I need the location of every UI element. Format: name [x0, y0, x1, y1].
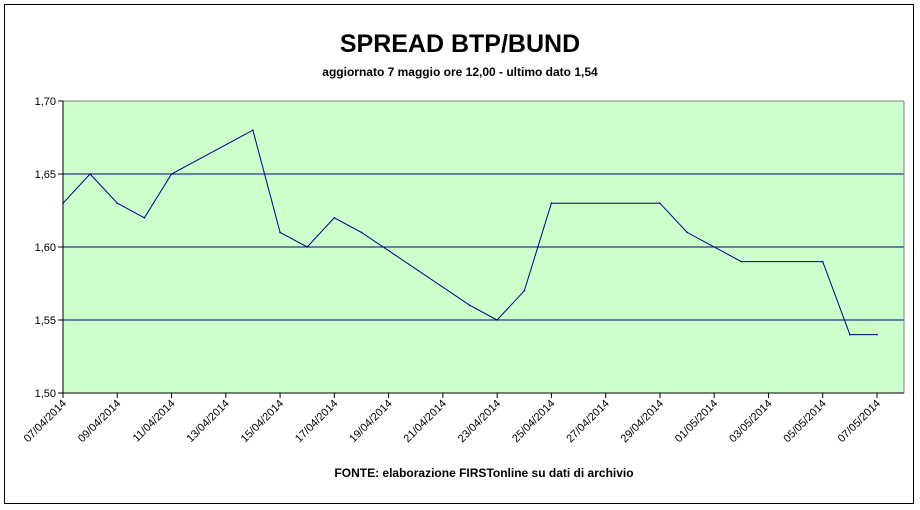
x-tick-label: 13/04/2014 — [185, 398, 232, 445]
data-point — [686, 231, 688, 234]
y-tick-label: 1,65 — [35, 169, 56, 181]
data-point — [876, 333, 878, 336]
data-point — [469, 304, 471, 307]
x-tick-label: 07/05/2014 — [836, 398, 883, 445]
x-tick-label: 15/04/2014 — [239, 398, 286, 445]
data-point — [659, 202, 661, 204]
data-point — [170, 173, 173, 175]
data-point — [252, 129, 254, 131]
x-tick-label: 23/04/2014 — [456, 398, 503, 445]
data-point — [306, 246, 309, 248]
series-line — [62, 129, 877, 336]
x-tick-label: 11/04/2014 — [131, 398, 178, 445]
x-tick-label: 01/05/2014 — [673, 398, 720, 445]
x-tick-label: 29/04/2014 — [619, 398, 666, 445]
x-tick-label: 21/04/2014 — [402, 398, 449, 445]
chart-subtitle: aggiornato 7 maggio ore 12,00 - ultimo d… — [322, 65, 598, 79]
chart-source-note: FONTE: elaborazione FIRSTonline su dati … — [334, 466, 634, 480]
data-point — [279, 231, 281, 234]
data-point — [821, 260, 824, 263]
y-tick-label: 1,70 — [35, 96, 56, 108]
data-point — [143, 217, 146, 219]
x-tick-label: 03/05/2014 — [727, 398, 774, 445]
data-point — [550, 202, 553, 204]
y-tick-label: 1,55 — [35, 315, 56, 327]
y-tick-label: 1,60 — [35, 242, 56, 254]
data-point — [523, 290, 526, 292]
data-point — [849, 333, 851, 336]
chart-title: SPREAD BTP/BUND — [339, 30, 581, 58]
x-tick-label: 27/04/2014 — [564, 398, 611, 445]
x-tick-label: 25/04/2014 — [510, 398, 557, 445]
data-point — [62, 202, 64, 204]
y-tick-label: 1,50 — [35, 388, 56, 400]
data-point — [116, 202, 119, 204]
x-tick-label: 05/05/2014 — [781, 398, 828, 445]
data-point — [333, 217, 336, 219]
data-point — [740, 260, 743, 263]
x-tick-label: 17/04/2014 — [293, 398, 340, 445]
data-point — [496, 319, 498, 321]
x-tick-label: 09/04/2014 — [76, 398, 123, 445]
x-tick-label: 19/04/2014 — [347, 398, 394, 445]
x-tick-label: 07/04/2014 — [22, 398, 69, 445]
data-point — [89, 173, 91, 175]
data-point — [360, 231, 363, 234]
